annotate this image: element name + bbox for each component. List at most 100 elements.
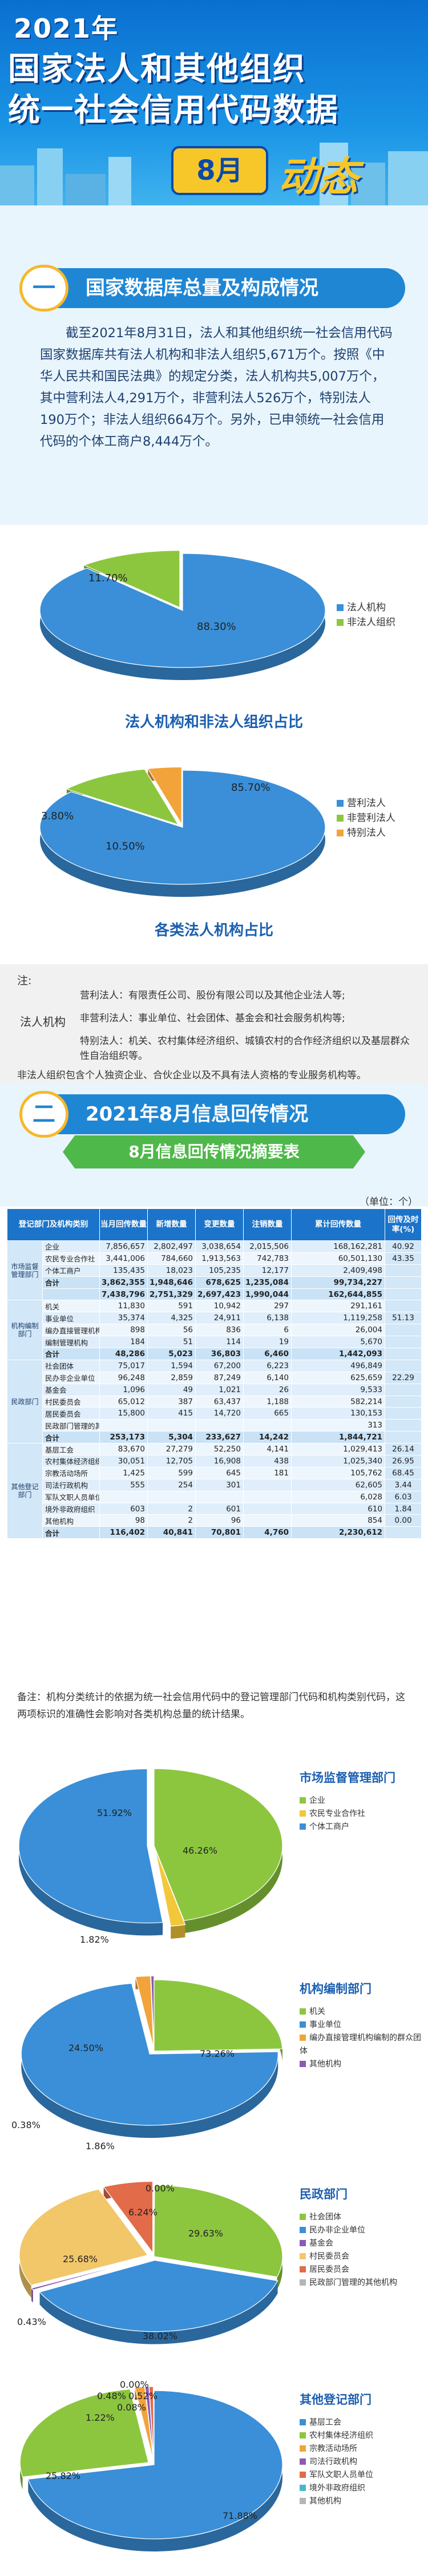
table-header-cell: 注销数量 (243, 1208, 292, 1241)
city-skyline-icon (0, 143, 428, 217)
table-row: 其他登记部门 基层工会 83,670 27,279 52,250 4,141 1,029,4… (7, 1443, 422, 1539)
legend-swatch-icon (337, 619, 344, 626)
table-cell: 1,025,340 (291, 1455, 385, 1467)
chart1-pie (39, 550, 326, 680)
table-row-label: 基金会 (42, 1383, 100, 1396)
table-cell: 14,720 (195, 1407, 244, 1420)
legend-swatch-icon (300, 2472, 306, 2478)
table-cell: 12,177 (243, 1264, 292, 1277)
table-rate-cell (385, 1407, 422, 1420)
dept1-pie (18, 1768, 283, 1939)
table-row-label: 其他机构 (42, 1514, 100, 1527)
table-cell: 40,841 (147, 1526, 196, 1539)
table-cell (243, 1490, 292, 1503)
table-rate-cell: 51.13 (385, 1312, 422, 1325)
dept4-label-b: 25.82% (46, 2470, 81, 2481)
legend-swatch-icon (300, 1797, 306, 1803)
pie-slice (39, 553, 326, 668)
table-cell: 2,802,497 (147, 1240, 196, 1253)
table-cell: 19 (243, 1336, 292, 1349)
dept4-title: 其他登记部门 (300, 2393, 372, 2407)
table-cell: 4,325 (147, 1312, 196, 1325)
table-row: 其他机构 98 2 96 854 0.00 (7, 1514, 422, 1527)
table-row-label: 企业 (42, 1240, 100, 1253)
section2-subtitle: 8月信息回传情况摘要表 (63, 1135, 365, 1168)
table-row: 合计 48,286 5,023 36,803 6,460 1,442,093 (7, 1348, 422, 1360)
table-cell: 1,029,413 (291, 1443, 385, 1456)
table-cell: 99,734,227 (291, 1276, 385, 1289)
legend-swatch-icon (300, 2266, 306, 2272)
pie-slice (39, 2260, 278, 2332)
section1-title: 国家数据库总量及构成情况 (86, 277, 318, 300)
table-rate-cell: 43.35 (385, 1252, 422, 1265)
pie-slice-side (171, 1924, 185, 1939)
table-cell: 582,214 (291, 1395, 385, 1408)
table-rate-cell: 68.45 (385, 1466, 422, 1479)
pie-slice (154, 2185, 283, 2278)
legend-swatch-icon (300, 2214, 306, 2220)
table-cell: 5,023 (147, 1348, 196, 1360)
table-rate-cell (385, 1300, 422, 1313)
table-row: 合计 3,862,355 1,948,646 678,625 1,235,084 99,7… (7, 1276, 422, 1289)
table-cell: 2,015,506 (243, 1240, 292, 1253)
legend-swatch-icon (300, 2485, 306, 2491)
dept4-legend-item: 境外非政府组织 (300, 2482, 373, 2495)
table-row: 合计 116,402 40,841 70,801 4,760 2,230,612 (7, 1526, 422, 1539)
dept2-label-d: 0.38% (11, 2120, 41, 2130)
table-row-label: 居民委员会 (42, 1407, 100, 1420)
notes-term-2: 非营利法人：事业单位、社会团体、基金会和社会服务机构等; (80, 1013, 345, 1024)
table-cell: 301 (195, 1478, 244, 1491)
legend-swatch-icon (300, 2498, 306, 2504)
table-cell: 1,948,646 (147, 1276, 196, 1289)
dept2-legend-item: 编办直接管理机构编制的群众团体 (300, 2033, 421, 2056)
table-row: 民政部门 社会团体 75,017 1,594 67,200 6,223 496,849 (7, 1359, 422, 1444)
table-rate-cell (385, 1288, 422, 1301)
table-row: 市场监督管理部门 企业 7,856,657 2,802,497 3,038,654 2,0… (7, 1240, 422, 1301)
table-row: 基金会 1,096 49 1,021 26 9,533 (7, 1383, 422, 1396)
dept4-legend-item: 其他机构 (300, 2495, 373, 2508)
legend-swatch-icon (300, 2240, 306, 2246)
legend-swatch-icon (337, 815, 344, 822)
dept3-legend: 社会团体 民办非企业单位 基金会 村民委员会 居民委员会 民政部门管理的其他机构 (300, 2211, 397, 2290)
table-row: 个体工商户 135,435 18,023 105,235 12,177 2,409,498 (7, 1264, 422, 1277)
dept1-title: 市场监督管理部门 (300, 1771, 395, 1785)
pie-slice (134, 2386, 154, 2461)
table-cell: 1,188 (243, 1395, 292, 1408)
dept2-legend: 机关 事业单位 编办直接管理机构编制的群众团体 其他机构 (300, 2005, 428, 2071)
table-cell: 1,990,044 (243, 1288, 292, 1301)
table-cell: 9,533 (291, 1383, 385, 1396)
dept1-legend: 企业 农民专业合作社 个体工商户 (300, 1794, 365, 1834)
pie-slice (66, 769, 179, 826)
table-cell: 253,173 (99, 1431, 148, 1444)
chart1-label-b: 11.70% (88, 572, 128, 584)
dept3-legend-item: 村民委员会 (300, 2250, 397, 2263)
table-row-label: 合计 (42, 1526, 100, 1539)
pie-slice (155, 1849, 186, 1927)
table-cell: 96,248 (99, 1371, 148, 1384)
table-cell: 415 (147, 1407, 196, 1420)
table-row-label: 基层工会 (42, 1443, 100, 1456)
table-cell: 6,028 (291, 1490, 385, 1503)
table-rate-cell: 3.44 (385, 1478, 422, 1491)
dept2-label-c: 1.86% (86, 2141, 115, 2152)
table-cell: 6 (243, 1324, 292, 1337)
legend-swatch-icon (300, 2279, 306, 2286)
table-cell: 6,460 (243, 1348, 292, 1360)
table-cell: 4,141 (243, 1443, 292, 1456)
legend-swatch-icon (300, 2035, 306, 2041)
table-header-row: 登记部门及机构类别 当月回传数量 新增数量 变更数量 注销数量 累计回传数量 回… (7, 1208, 422, 1241)
table-cell: 254 (147, 1478, 196, 1491)
table-cell: 2 (147, 1514, 196, 1527)
table-cell: 313 (291, 1419, 385, 1432)
table-cell (147, 1490, 196, 1503)
legend-swatch-icon (300, 1823, 306, 1830)
table-rate-cell: 26.14 (385, 1443, 422, 1456)
header-title-line2: 统一社会信用代码数据 (8, 92, 339, 129)
table-rate-cell (385, 1348, 422, 1360)
table-rate-cell: 22.29 (385, 1371, 422, 1384)
notes-label: 注: (17, 974, 32, 987)
table-row: 合计 253,173 5,304 233,627 14,242 1,844,721 (7, 1431, 422, 1444)
table-cell: 105,762 (291, 1466, 385, 1479)
pie-slice (21, 1983, 278, 2126)
